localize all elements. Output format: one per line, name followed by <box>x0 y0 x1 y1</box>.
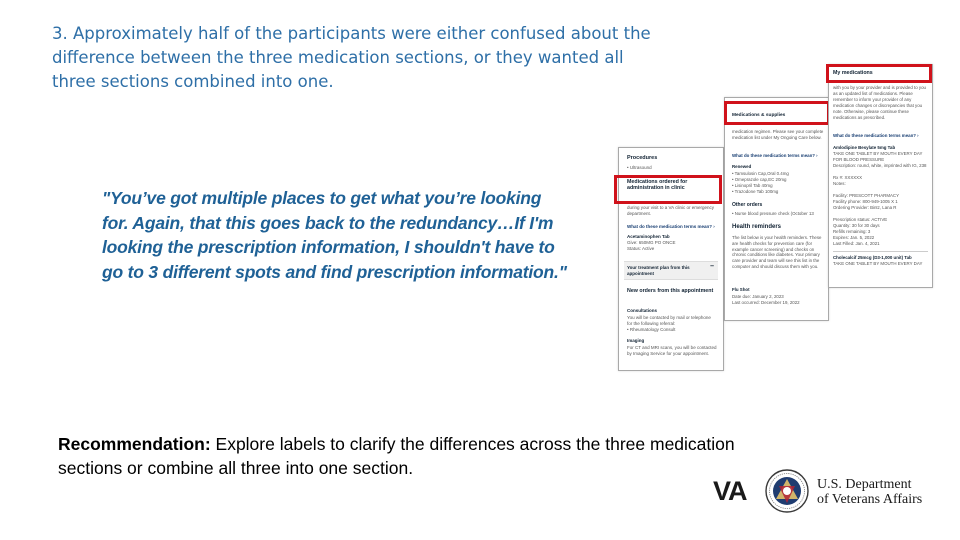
screenshot-card-clinic-meds: Procedures • Ultrasound Medications orde… <box>618 147 724 371</box>
department-line-2: of Veterans Affairs <box>817 492 923 507</box>
drug-name: Acetaminophen Tab <box>627 234 670 239</box>
va-letters: VA <box>713 476 748 506</box>
renewed-item: • Omeprazole cap,EC 20mg <box>732 177 787 182</box>
imaging-title: Imaging <box>627 338 645 343</box>
va-seal-icon <box>765 469 809 513</box>
highlight-my-meds <box>826 64 932 83</box>
screenshot-card-meds-supplies: Medications & supplies medication regime… <box>724 97 829 321</box>
clinic-meds-desc: during your visit to a VA clinic or emer… <box>627 205 714 216</box>
health-reminders-title: Health reminders <box>732 224 782 230</box>
drug1-notes: Notes: <box>833 181 846 186</box>
meds-supplies-desc: medication regimen. Please see your comp… <box>732 129 824 140</box>
drug1-facility: Facility: PRESCOTT PHARMACY <box>833 193 900 198</box>
drug1-refills: Refills remaining: 3 <box>833 229 871 234</box>
collapse-icon: – <box>710 263 714 270</box>
highlight-clinic-meds <box>614 175 722 204</box>
drug-give: Give: 650MG PO ONCE <box>627 240 676 245</box>
consultations-desc: You will be contacted by mail or telepho… <box>627 315 711 326</box>
drug1-sig: TAKE ONE TABLET BY MOUTH EVERY DAY FOR B… <box>833 151 923 162</box>
consultations-title: Consultations <box>627 308 657 313</box>
drug1-quantity: Quantity: 30 for 30 days <box>833 223 880 228</box>
procedures-title: Procedures <box>627 155 658 161</box>
participant-quote: "You’ve got multiple places to get what … <box>102 188 567 282</box>
drug1-expires: Expires: Jan. 5, 2022 <box>833 235 875 240</box>
renewed-item: • Trazodone Tab 100mg <box>732 189 779 194</box>
meds-supplies-header: Medications & supplies <box>732 113 786 118</box>
department-line-1: U.S. Department <box>817 477 912 492</box>
medication-terms-link[interactable]: What do these medication terms mean? › <box>627 224 715 229</box>
my-meds-desc: with you by your provider and is provide… <box>833 85 926 120</box>
new-orders-header: New orders from this appointment <box>627 288 714 294</box>
drug-status: Status: Active <box>627 246 655 251</box>
procedure-item: • Ultrasound <box>627 165 652 170</box>
drug1-last-filled: Last Filled: Jan. 4, 2021 <box>833 241 880 246</box>
medication-terms-link[interactable]: What do these medication terms mean? › <box>833 133 919 138</box>
drug1-name: Amlodipine Besylate 5mg Tab <box>833 145 896 150</box>
drug2-sig: TAKE ONE TABLET BY MOUTH EVERY DAY <box>833 261 923 266</box>
drug1-status: Prescription status: ACTIVE <box>833 217 888 222</box>
my-meds-header: My medications <box>833 70 873 76</box>
health-reminders-desc: The list below is your health reminders.… <box>732 235 822 269</box>
va-logo: VA U.S. Department of Veterans Affairs <box>713 468 943 516</box>
flu-shot-due: Date due: January 2, 2023 <box>732 294 784 299</box>
drug1-provider: Ordering Provider: Bintz, Lana R <box>833 205 897 210</box>
recommendation-text: Explore labels to clarify the difference… <box>58 434 735 478</box>
screenshot-card-my-meds: My medications with you by your provider… <box>828 64 933 288</box>
drug2-name: Cholecalcif 25mcg (D3-1,000 unit) Tab <box>833 255 912 260</box>
slide-heading: 3. Approximately half of the participant… <box>52 24 651 91</box>
imaging-desc: For CT and MRI scans, you will be contac… <box>627 345 717 356</box>
renewed-title: Renewed <box>732 164 752 169</box>
medication-terms-link[interactable]: What do these medication terms mean? › <box>732 153 818 158</box>
highlight-meds-supplies <box>724 101 830 125</box>
recommendation-label: Recommendation: <box>58 434 211 454</box>
recommendation: Recommendation: Explore labels to clarif… <box>58 432 748 480</box>
clinic-meds-header: Medications ordered for administration i… <box>627 179 688 192</box>
renewed-item: • Tamsulosin Cap,Oral 0.4mg <box>732 171 789 176</box>
other-orders-item: • Nurse blood pressure check (October 13 <box>732 211 814 216</box>
other-orders-title: Other orders <box>732 202 763 208</box>
treatment-plan-label: Your treatment plan from this appointmen… <box>627 265 690 276</box>
department-name: U.S. Department of Veterans Affairs <box>817 477 922 507</box>
drug1-phone: Facility phone: 800-949-1005 X 1 <box>833 199 898 204</box>
renewed-item: • Lisinopril Tab 40mg <box>732 183 773 188</box>
drug1-rx: Rx #: XXXXXX <box>833 175 863 180</box>
drug1-description: Description: round, white, imprinted wit… <box>833 163 927 168</box>
flu-shot-title: Flu Shot <box>732 287 750 292</box>
consultation-item: • Rheumatology Consult <box>627 327 676 332</box>
treatment-plan-bar[interactable]: Your treatment plan from this appointmen… <box>624 261 718 280</box>
flu-shot-last: Last occurred: December 19, 2022 <box>732 300 800 305</box>
divider <box>833 251 928 252</box>
